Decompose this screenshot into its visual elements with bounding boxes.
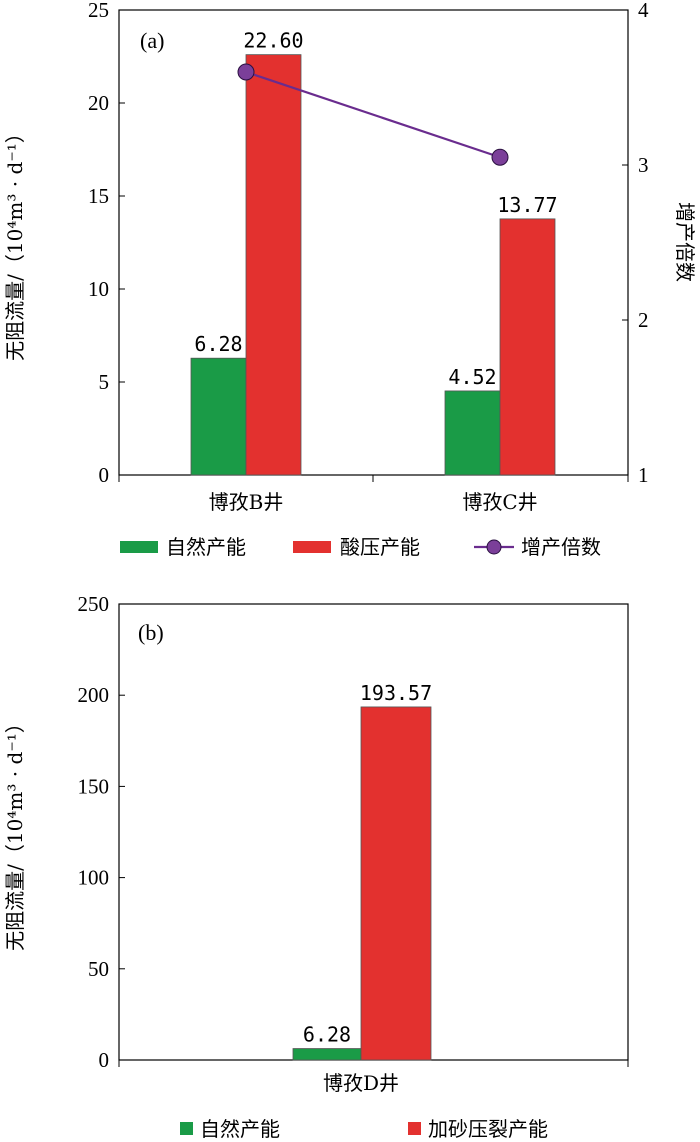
legend-a: 自然产能 酸压产能 增产倍数 [120,535,601,559]
y-tick-label: 5 [99,370,110,394]
y-axis-title-b: 无阻流量/（10⁴m³ · d⁻¹） [3,713,27,951]
y2-axis-title-a: 增产倍数 [673,202,697,282]
multiplier-line [245,70,501,159]
x-category-label: 博孜D井 [323,1071,399,1095]
bar-value-label: 4.52 [448,365,496,389]
chart-panel-a: 0 5 10 15 20 25 1 2 3 4 博孜B井 博孜C井 6.28 4.52 22.60 13… [3,0,697,559]
y-tick-label: 20 [88,91,109,115]
bars-a [190,54,556,476]
bar-natural [292,1048,362,1061]
panel-label-b: (b) [138,620,164,645]
legend-swatch-fracturing [408,1122,421,1135]
multiplier-line-a [237,63,509,166]
x-axis-ticks-a: 博孜B井 博孜C井 [118,475,629,514]
x-category-label: 博孜C井 [462,490,537,514]
chart-panel-b: 0 50 100 150 200 250 博孜D井 6.28 193.57 (b) 无阻流量… [3,592,629,1141]
bar-natural [444,390,501,476]
y2-tick-label: 4 [638,0,649,22]
x-category-label: 博孜B井 [209,490,284,514]
y-tick-label: 50 [88,957,109,981]
value-labels-b: 6.28 193.57 [303,681,432,1047]
bar-natural [190,357,247,476]
bar-fracturing [360,706,432,1061]
value-labels-a: 6.28 4.52 22.60 13.77 [194,29,557,389]
y-tick-label: 100 [78,866,110,890]
x-axis-ticks-b: 博孜D井 [118,1060,629,1095]
y-tick-label: 0 [99,1048,110,1072]
y2-tick-label: 3 [638,153,649,177]
y2-tick-label: 1 [638,463,649,487]
bar-value-label: 6.28 [194,332,242,356]
y-tick-label: 25 [88,0,109,22]
bar-value-label: 6.28 [303,1023,351,1047]
bar-acid [499,218,556,476]
y-axis-title-a: 无阻流量/（10⁴m³ · d⁻¹） [3,123,27,361]
legend-label-fracturing: 加砂压裂产能 [428,1117,548,1141]
legend-label-natural: 自然产能 [166,535,246,559]
legend-label-multiplier: 增产倍数 [521,535,601,559]
y2-tick-label: 2 [638,308,649,332]
multiplier-point [491,148,509,166]
legend-swatch-acid [293,541,331,553]
y-tick-label: 0 [99,463,110,487]
y-tick-label: 200 [78,683,110,707]
y-tick-label: 10 [88,277,109,301]
y-axis-ticks-b: 0 50 100 150 200 250 [78,592,125,1072]
bars-b [292,706,432,1061]
y-tick-label: 150 [78,774,110,798]
legend-b: 自然产能 加砂压裂产能 [180,1117,548,1141]
legend-swatch-natural [180,1122,193,1135]
legend-label-natural: 自然产能 [200,1117,280,1141]
y-axis-ticks-a: 0 5 10 15 20 25 [88,0,125,487]
multiplier-point [237,63,255,81]
y2-axis-ticks-a: 1 2 3 4 [622,0,649,487]
bar-value-label: 13.77 [497,193,557,217]
bar-value-label: 22.60 [243,29,303,53]
panel-label-a: (a) [140,28,164,53]
bar-acid [245,54,302,476]
y-tick-label: 15 [88,184,109,208]
legend-marker-multiplier [486,539,502,555]
legend-swatch-natural [120,541,158,553]
legend-label-acid: 酸压产能 [340,535,420,559]
y-tick-label: 250 [78,592,110,616]
bar-value-label: 193.57 [360,681,432,705]
